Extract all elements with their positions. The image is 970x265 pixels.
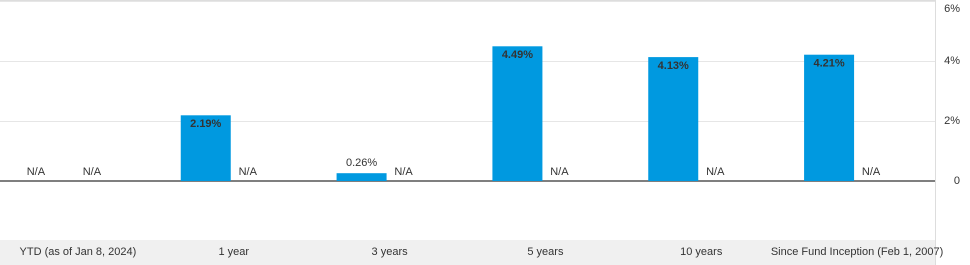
value-label: 0.26% [346,157,377,169]
x-axis-band [0,240,935,265]
bar [336,173,387,181]
x-tick-label: YTD (as of Jan 8, 2024) [20,246,137,258]
y-tick-label: 4% [944,55,960,67]
x-tick-label: 1 year [218,246,249,258]
na-label: N/A [862,166,881,178]
x-tick-label: 3 years [372,246,409,258]
bar [492,46,543,181]
bar [804,54,855,182]
y-tick-label: 0 [954,175,960,187]
value-label: 2.19% [190,118,221,130]
value-label: 4.13% [658,60,689,72]
na-label: N/A [550,166,569,178]
na-label: N/A [27,166,46,178]
value-label: 4.49% [502,49,533,61]
x-tick-label: 5 years [527,246,564,258]
x-tick-label: 10 years [680,246,723,258]
value-label: 4.21% [813,58,844,70]
na-label: N/A [706,166,725,178]
y-tick-label: 2% [944,115,960,127]
y-tick-label: 6% [944,3,960,15]
bar [648,57,699,181]
na-label: N/A [239,166,258,178]
na-label: N/A [83,166,102,178]
x-tick-label: Since Fund Inception (Feb 1, 2007) [771,246,943,258]
na-label: N/A [394,166,413,178]
bar [180,115,231,181]
